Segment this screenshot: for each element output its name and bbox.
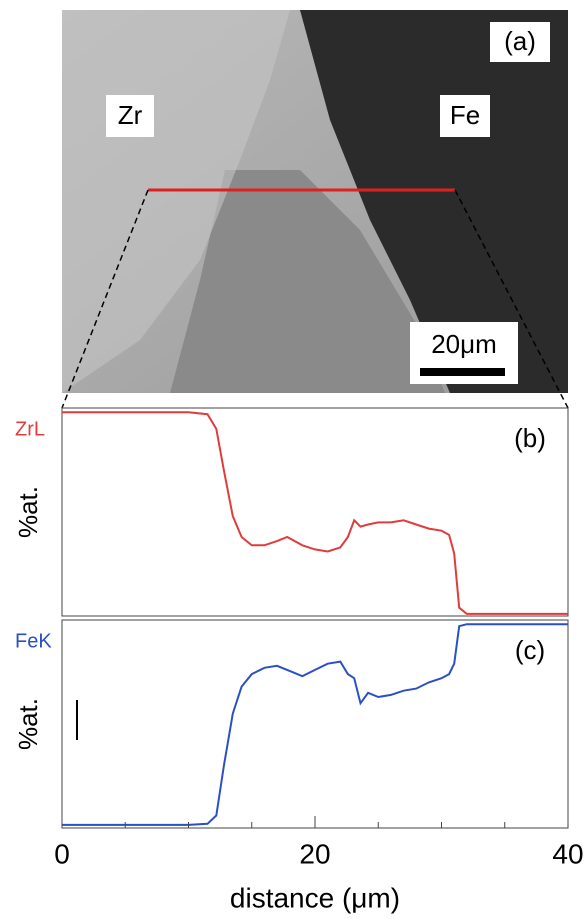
plot-frame <box>61 407 569 617</box>
scale-bar-label: 20μm <box>431 329 497 359</box>
sem-image: Zr Fe (a) 20μm <box>61 10 569 409</box>
panel-label: (c) <box>515 635 545 665</box>
y-axis-label: %at. <box>13 486 43 538</box>
x-tick-label: 0 <box>54 838 70 869</box>
series-label: FeK <box>15 630 52 652</box>
y-axis-label: %at. <box>13 698 43 750</box>
x-tick-label: 40 <box>552 838 583 869</box>
scale-bar <box>420 368 505 376</box>
data-line <box>62 623 568 826</box>
zoom-line <box>61 189 149 409</box>
zoom-line <box>454 189 569 409</box>
label-box <box>490 22 550 62</box>
plot-frame <box>61 619 569 829</box>
series-label: ZrL <box>15 418 45 440</box>
label-box <box>106 95 154 137</box>
region-label: Fe <box>450 100 480 130</box>
label-box <box>440 95 490 137</box>
fe-region <box>300 10 568 393</box>
x-axis-label: distance (μm) <box>230 882 400 913</box>
interface-region <box>170 170 445 393</box>
region-label: Zr <box>118 100 143 130</box>
x-tick-label: 20 <box>299 838 330 869</box>
data-line <box>62 411 568 615</box>
panel-label: (b) <box>514 423 546 453</box>
panel-label: (a) <box>504 26 536 56</box>
